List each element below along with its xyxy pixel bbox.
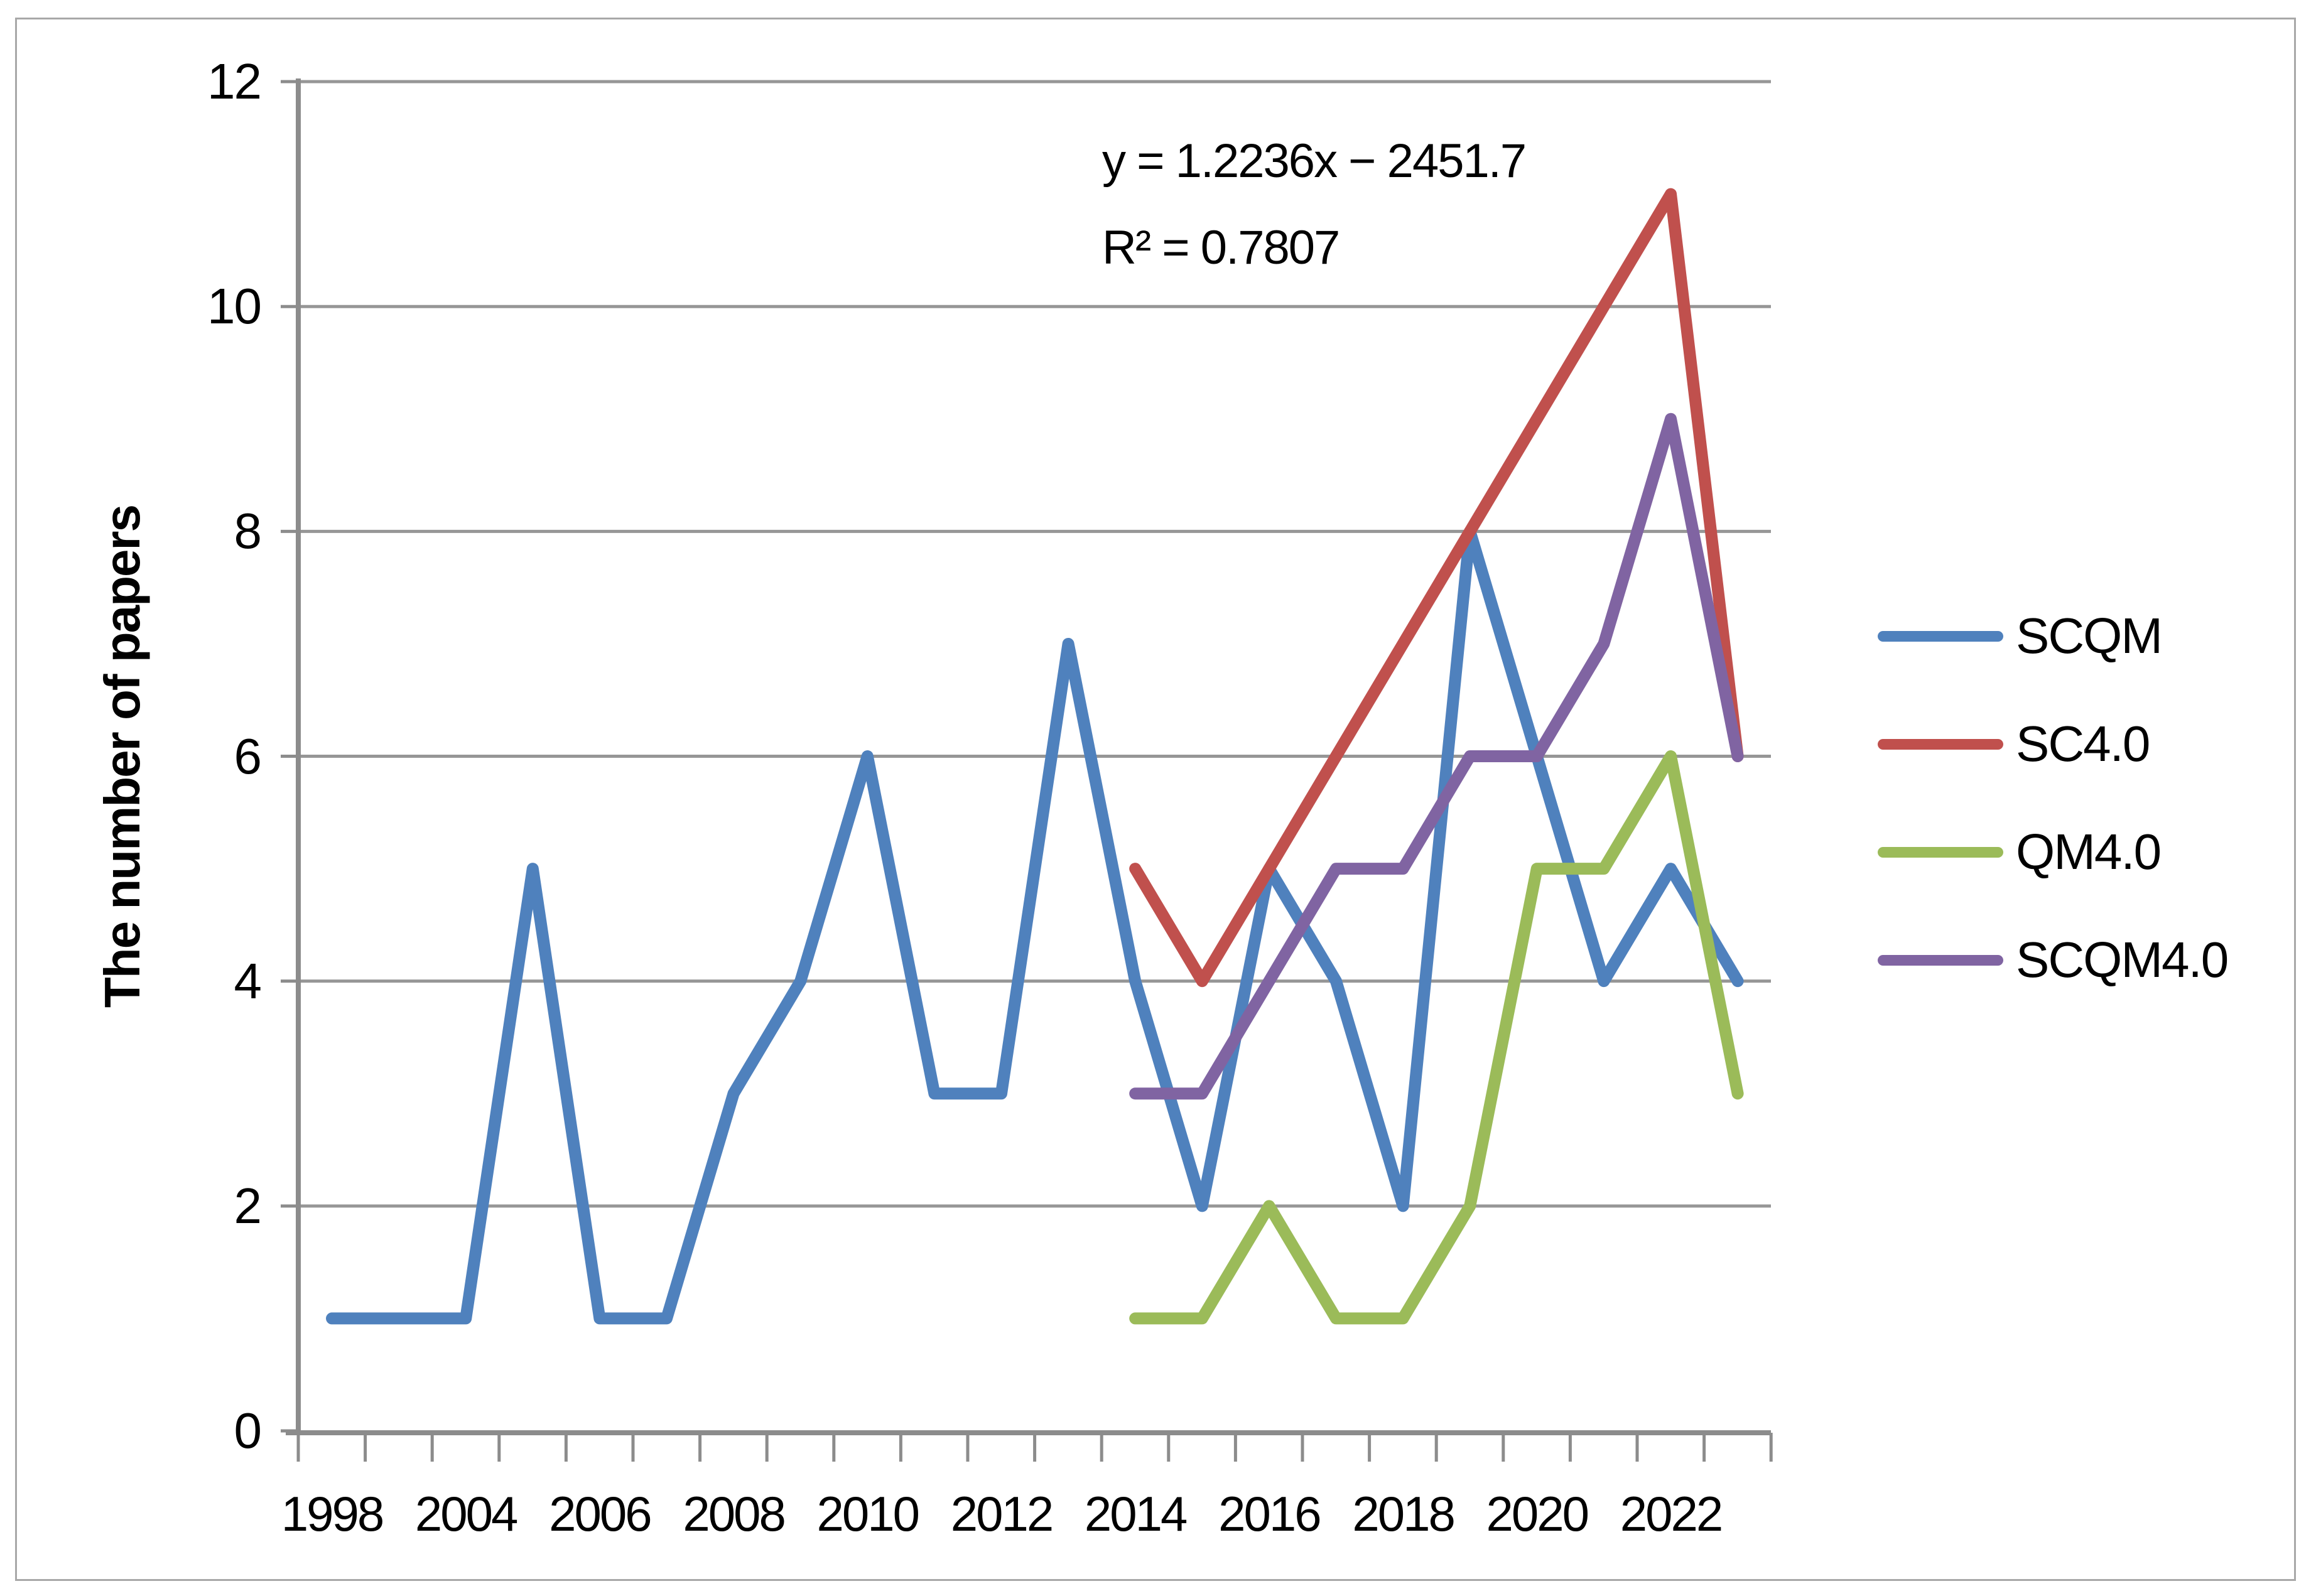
x-tick-label: 2020 [1486, 1486, 1590, 1541]
series-line-SC4.0 [1129, 188, 1744, 988]
series-line-SCQM4.0 [1129, 412, 1744, 1100]
legend-item-SCQM4.0: SCQM4.0 [1878, 930, 2229, 990]
x-tick-label: 1998 [281, 1486, 385, 1541]
x-tick-label: 2008 [683, 1486, 786, 1541]
x-tick-label: 2006 [549, 1486, 652, 1541]
r-squared-value: R² = 0.7807 [1102, 221, 1340, 275]
y-tick-label: 0 [234, 1403, 262, 1459]
series-line-SCQM [326, 525, 1744, 1325]
y-tick-label: 2 [234, 1177, 262, 1234]
legend-item-SCQM: SCQM [1878, 606, 2163, 666]
y-tick-label: 12 [207, 53, 262, 110]
y-tick-label: 10 [207, 278, 262, 335]
legend-swatch [1878, 738, 2003, 750]
legend-label: SCQM4.0 [2016, 932, 2229, 988]
x-tick-label: 2014 [1084, 1486, 1188, 1541]
y-tick-label: 8 [234, 503, 262, 559]
x-tick-label: 2012 [950, 1486, 1054, 1541]
x-tick-label: 2016 [1218, 1486, 1322, 1541]
x-tick-label: 2010 [816, 1486, 921, 1541]
x-tick-label: 2022 [1620, 1486, 1724, 1541]
trendline-annotation: y = 1.2236x − 2451.7 R² = 0.7807 [1102, 118, 1527, 292]
legend-swatch [1878, 630, 2003, 642]
legend-item-QM4.0: QM4.0 [1878, 822, 2162, 882]
trendline-equation: y = 1.2236x − 2451.7 [1102, 134, 1527, 188]
y-tick-label: 4 [234, 952, 262, 1009]
legend-swatch [1878, 846, 2003, 858]
x-tick-label: 2004 [414, 1486, 519, 1541]
legend-item-SC4.0: SC4.0 [1878, 714, 2150, 774]
y-tick-label: 6 [234, 728, 262, 784]
x-tick-label: 2018 [1352, 1486, 1456, 1541]
legend-swatch [1878, 954, 2003, 966]
legend-label: QM4.0 [2016, 824, 2162, 880]
series-line-QM4.0 [1129, 750, 1744, 1325]
legend-label: SC4.0 [2016, 716, 2150, 772]
legend-label: SCQM [2016, 608, 2163, 664]
